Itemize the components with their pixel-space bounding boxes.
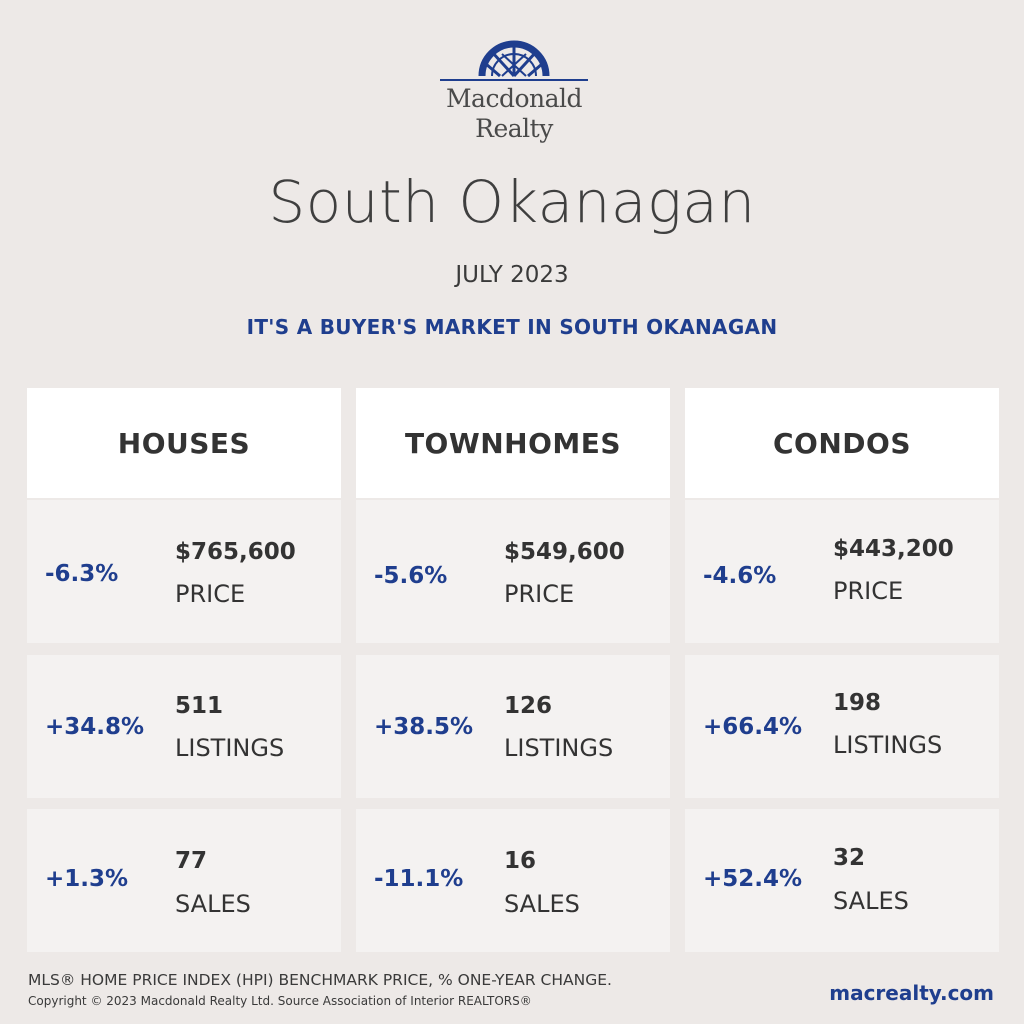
- townhomes-price-value: $549,600: [504, 539, 625, 565]
- footer-copyright: Copyright © 2023 Macdonald Realty Ltd. S…: [28, 994, 532, 1008]
- condos-sales-card: +52.4% 32 SALES: [685, 809, 999, 952]
- macdonald-sunburst-logo-icon: [440, 40, 588, 81]
- condos-sales-value: 32: [833, 845, 866, 871]
- website-link[interactable]: macrealty.com: [829, 981, 994, 1005]
- townhomes-price-card: -5.6% $549,600 PRICE: [356, 500, 670, 643]
- condos-title: CONDOS: [685, 388, 999, 498]
- houses-listings-card: +34.8% 511 LISTINGS: [27, 655, 341, 798]
- townhomes-listings-value: 126: [504, 693, 553, 719]
- houses-price-card: -6.3% $765,600 PRICE: [27, 500, 341, 643]
- condos-price-card: -4.6% $443,200 PRICE: [685, 500, 999, 643]
- brand-logo: Macdonald Realty: [440, 36, 588, 156]
- houses-listings-change: +34.8%: [45, 714, 145, 740]
- condos-listings-label: LISTINGS: [833, 731, 943, 759]
- report-period: JULY 2023: [455, 262, 569, 288]
- houses-price-value: $765,600: [175, 539, 296, 565]
- townhomes-column: TOWNHOMES -5.6% $549,600 PRICE +38.5% 12…: [356, 388, 670, 952]
- townhomes-title: TOWNHOMES: [356, 388, 670, 498]
- condos-sales-change: +52.4%: [703, 866, 803, 892]
- condos-column: CONDOS -4.6% $443,200 PRICE +66.4% 198 L…: [685, 388, 999, 952]
- townhomes-sales-card: -11.1% 16 SALES: [356, 809, 670, 952]
- townhomes-sales-change: -11.1%: [374, 866, 464, 892]
- brand-name-line2: Realty: [475, 114, 553, 143]
- townhomes-sales-value: 16: [504, 848, 537, 874]
- houses-sales-value: 77: [175, 848, 208, 874]
- houses-title: HOUSES: [27, 388, 341, 498]
- houses-listings-label: LISTINGS: [175, 734, 285, 762]
- houses-sales-card: +1.3% 77 SALES: [27, 809, 341, 952]
- condos-price-value: $443,200: [833, 536, 954, 562]
- houses-listings-value: 511: [175, 693, 224, 719]
- townhomes-listings-card: +38.5% 126 LISTINGS: [356, 655, 670, 798]
- townhomes-sales-label: SALES: [504, 890, 580, 918]
- condos-listings-card: +66.4% 198 LISTINGS: [685, 655, 999, 798]
- houses-sales-label: SALES: [175, 890, 251, 918]
- condos-listings-value: 198: [833, 690, 882, 716]
- market-headline: IT'S A BUYER'S MARKET IN SOUTH OKANAGAN: [246, 315, 778, 339]
- houses-price-change: -6.3%: [45, 561, 119, 587]
- condos-listings-change: +66.4%: [703, 714, 803, 740]
- houses-price-label: PRICE: [175, 580, 246, 608]
- condos-price-change: -4.6%: [703, 563, 777, 589]
- condos-price-label: PRICE: [833, 577, 904, 605]
- townhomes-listings-label: LISTINGS: [504, 734, 614, 762]
- footer-note: MLS® HOME PRICE INDEX (HPI) BENCHMARK PR…: [28, 971, 612, 989]
- brand-name-line1: Macdonald: [445, 84, 583, 113]
- townhomes-listings-change: +38.5%: [374, 714, 474, 740]
- townhomes-price-label: PRICE: [504, 580, 575, 608]
- townhomes-price-change: -5.6%: [374, 563, 448, 589]
- region-title: South Okanagan: [268, 168, 756, 236]
- houses-column: HOUSES -6.3% $765,600 PRICE +34.8% 511 L…: [27, 388, 341, 952]
- houses-sales-change: +1.3%: [45, 866, 129, 892]
- condos-sales-label: SALES: [833, 887, 909, 915]
